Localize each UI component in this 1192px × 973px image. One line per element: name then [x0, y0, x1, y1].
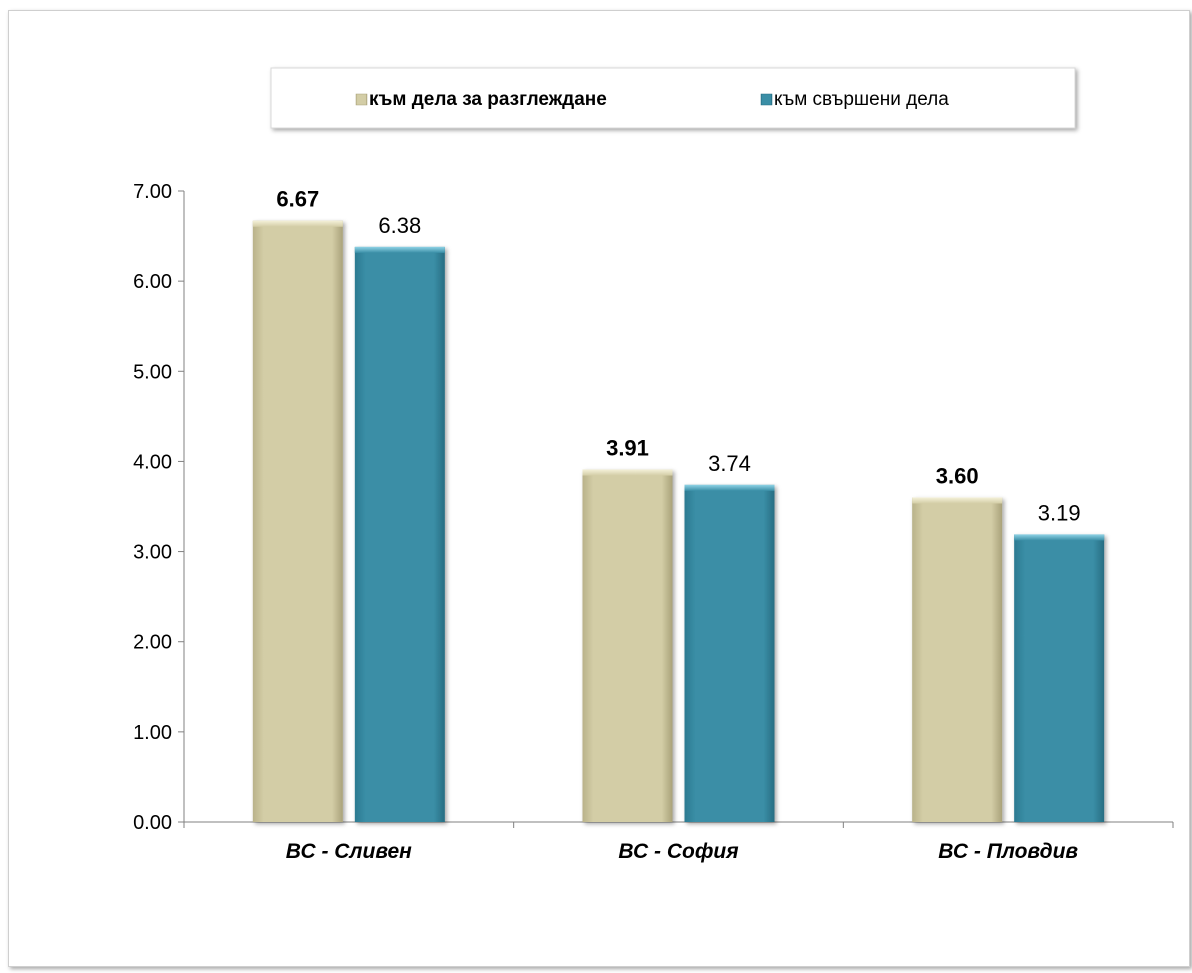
- bar-series-0: [252, 220, 343, 823]
- y-tick-label: 0.00: [133, 812, 172, 834]
- x-axis-ticks: [183, 822, 1174, 828]
- category-labels: ВС - Сливен ВС - София ВС - Пловдив: [286, 840, 1079, 863]
- legend-swatch-series-0: [355, 93, 368, 106]
- bar: [1014, 534, 1105, 822]
- bar-series-1: [1014, 534, 1105, 822]
- bars: [252, 220, 1105, 823]
- legend-item-series-0: към дела за разглеждане: [355, 89, 607, 110]
- data-label: 6.38: [378, 213, 421, 238]
- legend-label-series-0: към дела за разглеждане: [369, 89, 607, 110]
- y-tick-label: 1.00: [133, 722, 172, 744]
- data-label: 6.67: [276, 187, 319, 212]
- bar-series-0: [582, 469, 673, 822]
- bar-cap: [912, 497, 1003, 504]
- bar-series-1: [684, 484, 775, 822]
- category-label: ВС - Сливен: [286, 840, 412, 863]
- y-tick-label: 7.00: [133, 181, 172, 203]
- data-label: 3.19: [1038, 500, 1081, 525]
- data-label: 3.74: [708, 451, 751, 476]
- y-tick-label: 4.00: [133, 451, 172, 473]
- legend: към дела за разглеждане към свършени дел…: [270, 67, 1076, 129]
- category-label: ВС - Пловдив: [938, 840, 1078, 863]
- bar: [582, 469, 673, 822]
- bar-cap: [252, 220, 343, 227]
- data-labels: 6.67 3.91 3.60 6.38 3.74 3.19: [276, 187, 1080, 526]
- bar: [912, 497, 1003, 822]
- y-axis-ticks: 0.00 1.00 2.00 3.00 4.00 5.00 6.00 7.00: [133, 181, 184, 834]
- bar-cap: [1014, 534, 1105, 541]
- y-tick-label: 3.00: [133, 542, 172, 564]
- bar-series-0: [912, 497, 1003, 822]
- bar: [252, 220, 343, 823]
- y-tick-label: 2.00: [133, 632, 172, 654]
- legend-item-series-1: към свършени дела: [760, 89, 949, 110]
- bar-series-1: [354, 246, 445, 823]
- data-label: 3.91: [606, 436, 649, 461]
- legend-swatch-series-1: [760, 93, 773, 106]
- data-label: 3.60: [936, 463, 979, 488]
- chart-frame: към дела за разглеждане към свършени дел…: [8, 10, 1190, 967]
- bar-chart: към дела за разглеждане към свършени дел…: [133, 67, 1174, 863]
- bar: [354, 246, 445, 823]
- y-tick-label: 5.00: [133, 361, 172, 383]
- bar-cap: [582, 469, 673, 476]
- bar-cap: [684, 484, 775, 491]
- bar: [684, 484, 775, 822]
- category-label: ВС - София: [618, 840, 738, 863]
- legend-label-series-1: към свършени дела: [774, 89, 949, 110]
- y-tick-label: 6.00: [133, 271, 172, 293]
- legend-box: [270, 67, 1076, 129]
- bar-cap: [354, 246, 445, 253]
